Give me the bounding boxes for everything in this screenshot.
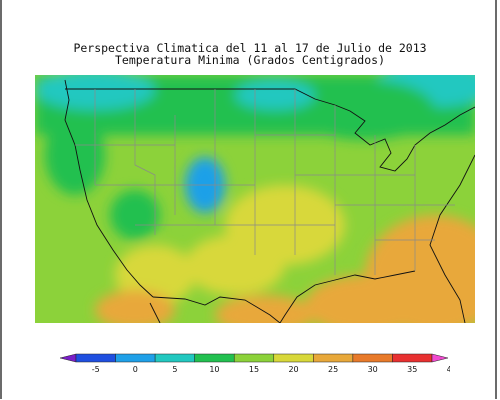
legend-tick-label: 30	[368, 365, 378, 374]
map-svg	[35, 75, 475, 323]
legend-svg: -5 0 5 10 15 20 25 30 35 40	[59, 353, 457, 374]
legend-swatch	[392, 353, 433, 363]
legend-tick-label: 15	[249, 365, 259, 374]
title-line-1: Perspectiva Climatica del 11 al 17 de Ju…	[73, 41, 427, 55]
legend-tick-label: 0	[133, 365, 138, 374]
legend-swatch	[154, 353, 195, 363]
legend-arrow-high	[431, 353, 449, 363]
temperature-map	[35, 75, 475, 323]
legend-tick-label: 10	[209, 365, 219, 374]
legend-tick-label: 25	[328, 365, 338, 374]
legend-tick-label: 40	[447, 365, 450, 374]
legend-swatch	[75, 353, 116, 363]
legend-tick-label: -5	[92, 365, 100, 374]
legend-swatch	[273, 353, 314, 363]
legend-tick-label: 20	[288, 365, 298, 374]
color-legend: -5 0 5 10 15 20 25 30 35 40	[58, 350, 457, 390]
title-line-2: Temperatura Minima (Grados Centigrados)	[114, 53, 386, 67]
legend-swatch	[233, 353, 275, 363]
coastline	[64, 79, 475, 323]
state-lines	[75, 89, 455, 275]
legend-swatch	[352, 353, 393, 363]
temperature-field	[35, 75, 475, 323]
legend-tick-label: 5	[172, 365, 177, 374]
legend-swatch	[115, 353, 156, 363]
legend-tick-label: 35	[407, 365, 417, 374]
legend-swatch	[313, 353, 354, 363]
legend-swatch	[194, 353, 235, 363]
legend-arrow-low	[59, 353, 77, 363]
map-title: Perspectiva Climatica del 11 al 17 de Ju…	[0, 42, 500, 66]
